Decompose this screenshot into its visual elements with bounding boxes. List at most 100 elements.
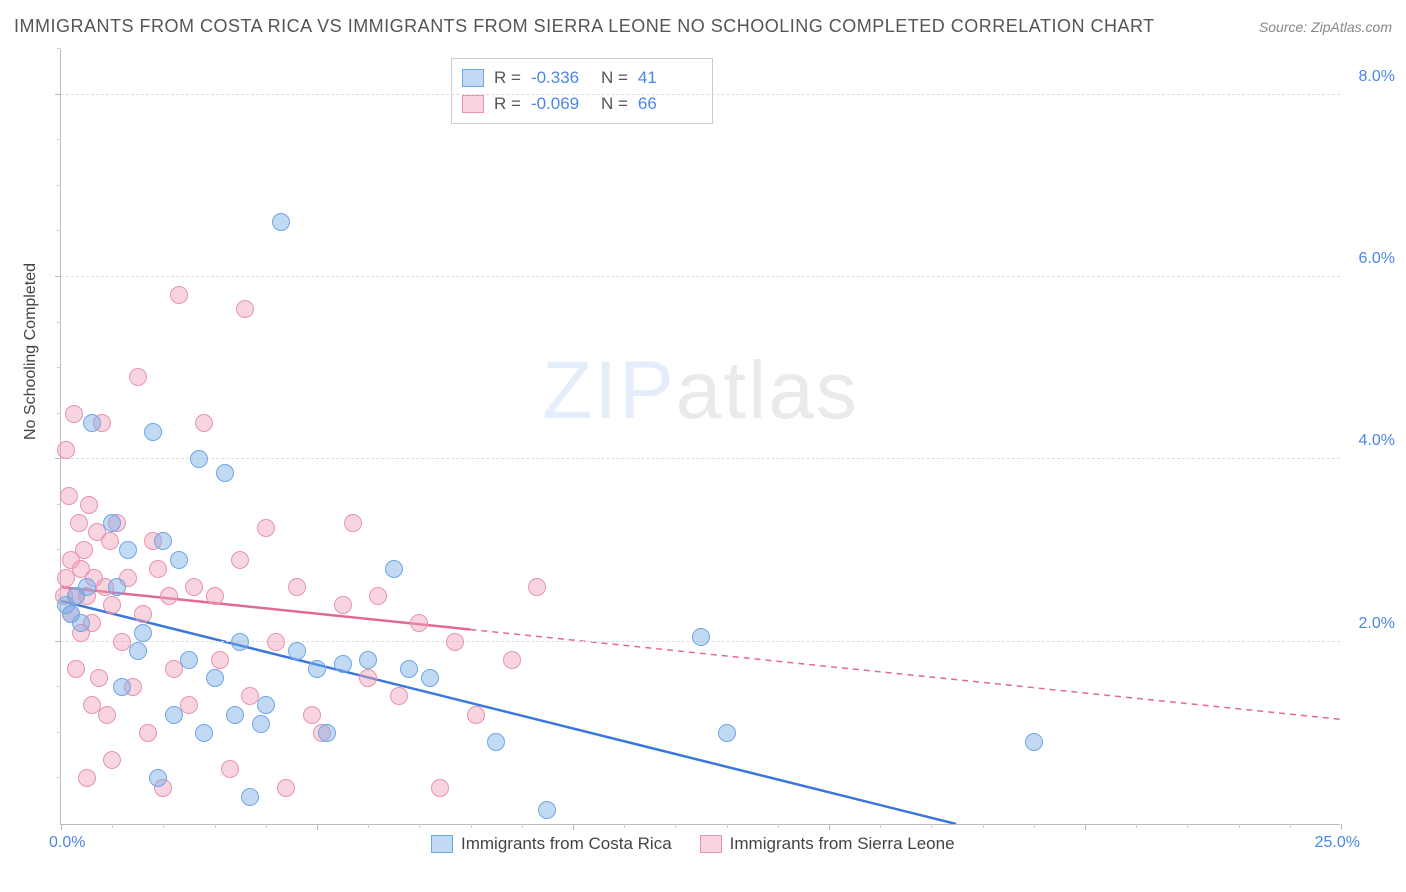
data-point-sierra_leone: [139, 724, 157, 742]
trend-line-dashed-sierra_leone: [470, 629, 1339, 719]
data-point-costa_rica: [154, 532, 172, 550]
gridline-h: [61, 94, 1340, 95]
title-bar: IMMIGRANTS FROM COSTA RICA VS IMMIGRANTS…: [14, 16, 1392, 37]
data-point-sierra_leone: [78, 769, 96, 787]
data-point-sierra_leone: [134, 605, 152, 623]
data-point-costa_rica: [487, 733, 505, 751]
x-tick-minor: [1136, 824, 1137, 828]
x-tick: [573, 824, 574, 830]
x-tick-minor: [471, 824, 472, 828]
data-point-sierra_leone: [80, 496, 98, 514]
x-tick-minor: [368, 824, 369, 828]
data-point-sierra_leone: [98, 706, 116, 724]
data-point-costa_rica: [83, 414, 101, 432]
y-axis-right-label: 6.0%: [1359, 250, 1395, 268]
scatter-plot: ZIPatlas R = -0.336 N = 41 R = -0.069 N …: [60, 50, 1340, 825]
data-point-sierra_leone: [410, 614, 428, 632]
data-point-sierra_leone: [103, 751, 121, 769]
y-tick-minor: [57, 777, 61, 778]
gridline-h: [61, 458, 1340, 459]
x-tick-minor: [266, 824, 267, 828]
x-tick-minor: [419, 824, 420, 828]
x-tick: [317, 824, 318, 830]
data-point-sierra_leone: [277, 779, 295, 797]
swatch-blue: [462, 69, 484, 87]
trend-line-costa_rica: [61, 601, 956, 824]
data-point-sierra_leone: [206, 587, 224, 605]
data-point-costa_rica: [165, 706, 183, 724]
n-value-blue: 41: [638, 65, 698, 91]
y-tick: [55, 276, 61, 277]
data-point-sierra_leone: [369, 587, 387, 605]
data-point-sierra_leone: [70, 514, 88, 532]
data-point-costa_rica: [288, 642, 306, 660]
data-point-costa_rica: [718, 724, 736, 742]
y-tick-minor: [57, 230, 61, 231]
y-tick-minor: [57, 139, 61, 140]
r-value-blue: -0.336: [531, 65, 591, 91]
data-point-costa_rica: [170, 551, 188, 569]
data-point-costa_rica: [78, 578, 96, 596]
x-tick-minor: [778, 824, 779, 828]
data-point-sierra_leone: [60, 487, 78, 505]
x-tick-minor: [624, 824, 625, 828]
data-point-costa_rica: [334, 655, 352, 673]
data-point-sierra_leone: [160, 587, 178, 605]
y-tick-minor: [57, 322, 61, 323]
swatch-blue: [431, 835, 453, 853]
x-tick-minor: [163, 824, 164, 828]
data-point-sierra_leone: [344, 514, 362, 532]
data-point-sierra_leone: [231, 551, 249, 569]
data-point-costa_rica: [421, 669, 439, 687]
data-point-sierra_leone: [288, 578, 306, 596]
y-tick-minor: [57, 504, 61, 505]
data-point-costa_rica: [216, 464, 234, 482]
data-point-sierra_leone: [129, 368, 147, 386]
y-axis-right-label: 2.0%: [1359, 615, 1395, 633]
data-point-sierra_leone: [446, 633, 464, 651]
trend-lines: [61, 50, 1340, 824]
x-tick-minor: [112, 824, 113, 828]
x-tick: [1085, 824, 1086, 830]
x-tick: [61, 824, 62, 830]
data-point-costa_rica: [538, 801, 556, 819]
data-point-costa_rica: [144, 423, 162, 441]
data-point-costa_rica: [257, 696, 275, 714]
data-point-sierra_leone: [195, 414, 213, 432]
watermark: ZIPatlas: [542, 344, 859, 438]
data-point-sierra_leone: [257, 519, 275, 537]
data-point-costa_rica: [252, 715, 270, 733]
x-tick-minor: [1034, 824, 1035, 828]
data-point-costa_rica: [190, 450, 208, 468]
r-label: R =: [494, 65, 521, 91]
y-axis-right-label: 4.0%: [1359, 432, 1395, 450]
stats-row-blue: R = -0.336 N = 41: [462, 65, 698, 91]
x-tick-minor: [1239, 824, 1240, 828]
data-point-costa_rica: [129, 642, 147, 660]
y-axis-label: No Schooling Completed: [22, 263, 40, 440]
y-tick-minor: [57, 732, 61, 733]
data-point-sierra_leone: [390, 687, 408, 705]
data-point-costa_rica: [180, 651, 198, 669]
data-point-costa_rica: [195, 724, 213, 742]
data-point-sierra_leone: [467, 706, 485, 724]
data-point-sierra_leone: [236, 300, 254, 318]
x-axis-max-label: 25.0%: [1315, 834, 1360, 852]
data-point-costa_rica: [318, 724, 336, 742]
data-point-costa_rica: [400, 660, 418, 678]
x-tick: [1341, 824, 1342, 830]
legend-item-pink: Immigrants from Sierra Leone: [700, 834, 955, 854]
data-point-costa_rica: [134, 624, 152, 642]
gridline-h: [61, 276, 1340, 277]
n-label: N =: [601, 65, 628, 91]
data-point-costa_rica: [108, 578, 126, 596]
x-axis-min-label: 0.0%: [49, 834, 85, 852]
data-point-sierra_leone: [185, 578, 203, 596]
x-tick-minor: [1290, 824, 1291, 828]
legend-label-blue: Immigrants from Costa Rica: [461, 834, 672, 854]
data-point-sierra_leone: [431, 779, 449, 797]
y-tick-minor: [57, 686, 61, 687]
y-tick: [55, 94, 61, 95]
series-legend: Immigrants from Costa Rica Immigrants fr…: [431, 834, 955, 854]
data-point-costa_rica: [385, 560, 403, 578]
